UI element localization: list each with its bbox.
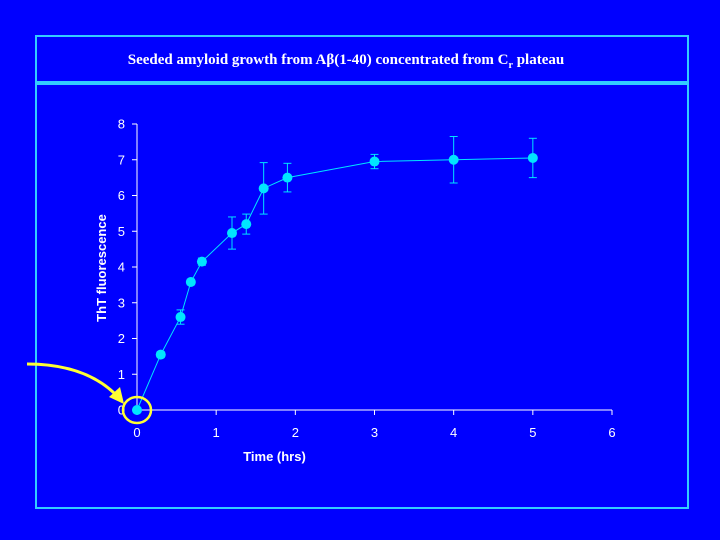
slide-title-subscript: r <box>508 60 513 71</box>
y-tick-label: 4 <box>118 260 125 275</box>
data-point <box>227 228 237 239</box>
data-point <box>258 183 269 194</box>
annotations <box>26 362 153 425</box>
title-rule <box>37 81 689 85</box>
x-tick-label: 2 <box>292 425 299 440</box>
annotation-arrow-head <box>109 387 124 404</box>
x-tick-label: 6 <box>608 425 615 440</box>
annotation-arrow-shaft <box>26 362 121 400</box>
y-tick-label: 8 <box>118 117 125 132</box>
data-point <box>196 256 207 267</box>
y-tick-label: 6 <box>118 188 125 203</box>
x-tick-label: 1 <box>213 425 220 440</box>
y-tick-label: 3 <box>118 295 125 310</box>
y-tick-label: 2 <box>118 331 125 346</box>
slide-title: Seeded amyloid growth from Aβ(1-40) conc… <box>37 52 655 71</box>
data-point <box>448 154 459 165</box>
data-point <box>282 172 293 183</box>
y-tick-label: 7 <box>118 152 125 167</box>
data-point <box>527 152 538 163</box>
slide-title-tail: plateau <box>512 52 565 68</box>
x-axis-title: Time (hrs) <box>243 449 306 464</box>
highlight-circle <box>121 395 153 425</box>
data-point <box>185 277 196 288</box>
slide-title-main: Seeded amyloid growth from Aβ(1-40) conc… <box>127 52 509 68</box>
x-tick-label: 5 <box>529 425 536 440</box>
series-line <box>136 157 533 411</box>
data-markers <box>132 152 538 415</box>
x-tick-label: 3 <box>371 425 378 440</box>
y-axis-title: ThT fluorescence <box>94 214 109 322</box>
data-point <box>175 312 186 323</box>
data-point <box>241 219 252 230</box>
data-point <box>155 349 166 360</box>
x-tick-label: 0 <box>133 425 140 440</box>
y-tick-label: 0 <box>118 403 125 418</box>
data-point <box>369 156 380 167</box>
y-tick-label: 5 <box>118 224 125 239</box>
slide-frame <box>35 35 689 509</box>
axes: 0 1 2 3 4 5 6 0 1 2 3 4 5 6 7 8 Time (hrs) ThT fluorescen… <box>94 117 616 465</box>
x-tick-label: 4 <box>450 425 457 440</box>
series-polyline <box>136 157 533 411</box>
error-bars <box>156 136 537 358</box>
data-point <box>132 405 142 415</box>
y-tick-label: 1 <box>118 367 125 382</box>
